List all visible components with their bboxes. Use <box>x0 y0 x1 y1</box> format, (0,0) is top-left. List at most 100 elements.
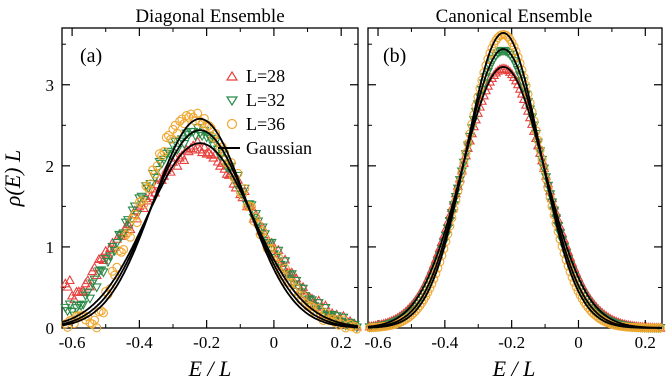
point-triangle-down <box>331 312 342 322</box>
legend-item-gaussian: Gaussian <box>218 138 312 158</box>
point-triangle-down <box>109 246 120 257</box>
x-tick-label: 0.2 <box>331 333 352 352</box>
point-circle <box>121 230 131 240</box>
point-triangle-down <box>98 268 109 278</box>
point-circle <box>305 301 315 311</box>
point-circle <box>125 232 135 242</box>
point-triangle-up <box>214 160 226 170</box>
point-triangle-up <box>172 160 183 170</box>
point-triangle-up <box>338 310 349 320</box>
point-triangle-up <box>98 254 109 265</box>
point-triangle-up <box>179 154 190 165</box>
point-triangle-down <box>78 300 89 310</box>
point-triangle-down <box>165 151 176 161</box>
x-tick-label: -0.6 <box>59 333 86 352</box>
panel-a-frame <box>61 27 359 329</box>
point-circle <box>150 169 160 179</box>
panel-b-gaussian-curves <box>367 31 662 329</box>
point-triangle-down <box>161 149 172 160</box>
gaussian-curve <box>367 31 662 329</box>
point-circle <box>123 227 133 237</box>
legend-marker-circle <box>226 118 238 130</box>
point-triangle-down <box>114 230 125 241</box>
y-tick-label: 1 <box>46 238 55 257</box>
legend-marker-triangle-down <box>225 96 239 107</box>
point-circle <box>571 282 581 292</box>
point-circle <box>145 179 156 189</box>
point-triangle-down <box>223 164 235 174</box>
point-circle <box>155 149 165 159</box>
x-tick-label: -0.2 <box>498 333 525 352</box>
point-circle <box>195 116 205 126</box>
point-triangle-down <box>111 239 123 249</box>
y-tick-label: 2 <box>46 157 55 176</box>
panel-a-y-ticks: 0 1 2 3 <box>46 43 358 338</box>
point-triangle-down <box>320 304 331 314</box>
point-triangle-down <box>181 129 192 139</box>
point-triangle-up <box>75 286 87 296</box>
point-triangle-down <box>102 258 114 268</box>
point-triangle-down <box>129 202 140 212</box>
panel-b-title: Canonical Ensemble <box>436 6 593 27</box>
point-circle <box>175 116 185 126</box>
point-triangle-up <box>125 223 136 234</box>
point-circle <box>130 209 140 220</box>
legend-label: L=32 <box>246 90 285 110</box>
legend-label: L=36 <box>246 114 285 134</box>
point-triangle-up <box>462 142 474 152</box>
point-triangle-up <box>78 285 89 295</box>
point-triangle-down <box>75 301 87 312</box>
point-circle <box>569 277 579 287</box>
point-circle <box>280 263 290 274</box>
point-triangle-up <box>201 148 212 158</box>
point-triangle-down <box>279 257 291 267</box>
point-triangle-down <box>89 275 100 285</box>
point-triangle-down <box>172 145 183 155</box>
point-triangle-up <box>165 166 176 176</box>
point-circle <box>273 252 283 262</box>
point-triangle-down <box>149 174 161 184</box>
point-circle <box>92 323 102 333</box>
y-tick-label: 0 <box>46 319 55 338</box>
legend: L=28 L=32 L=36 Gaussian <box>218 66 312 158</box>
gaussian-curve <box>367 48 662 329</box>
point-triangle-up <box>279 254 291 264</box>
point-circle <box>511 46 521 57</box>
point-triangle-down <box>291 276 302 287</box>
point-triangle-down <box>122 216 134 226</box>
point-circle <box>179 119 189 129</box>
point-triangle-down <box>338 313 349 323</box>
legend-item-l28: L=28 <box>225 66 285 86</box>
legend-marker-triangle-up <box>225 70 239 81</box>
point-triangle-down <box>250 210 262 220</box>
point-circle <box>186 109 196 119</box>
panel-b-frame <box>367 27 663 329</box>
point-triangle-up <box>69 293 80 304</box>
point-triangle-down <box>286 270 297 280</box>
point-circle <box>143 183 153 193</box>
panel-a-xlabel: E / L <box>188 356 232 381</box>
point-circle <box>193 108 203 118</box>
point-circle <box>509 42 519 52</box>
x-tick-label: 0 <box>270 333 279 352</box>
point-triangle-up <box>196 146 208 157</box>
panel-diagonal-ensemble: Diagonal Ensemble (a) E / L -0.6 -0.4 -0.2… <box>46 6 362 381</box>
point-circle <box>119 245 129 255</box>
point-circle <box>487 43 497 53</box>
point-triangle-down <box>313 299 324 309</box>
panel-b-label: (b) <box>383 45 406 67</box>
point-circle <box>132 218 142 228</box>
point-circle <box>429 274 439 284</box>
y-axis-label: ρ(E) L <box>0 150 25 207</box>
point-triangle-down <box>84 294 96 304</box>
point-circle <box>166 134 176 144</box>
point-triangle-up <box>64 274 75 285</box>
panel-a-label: (a) <box>80 45 102 67</box>
x-tick-label: -0.4 <box>126 333 153 352</box>
point-triangle-up <box>174 152 185 162</box>
panel-b-xlabel: E / L <box>492 356 536 381</box>
x-tick-label: -0.2 <box>193 333 220 352</box>
gaussian-curve <box>61 117 359 329</box>
legend-item-l36: L=36 <box>226 114 285 134</box>
